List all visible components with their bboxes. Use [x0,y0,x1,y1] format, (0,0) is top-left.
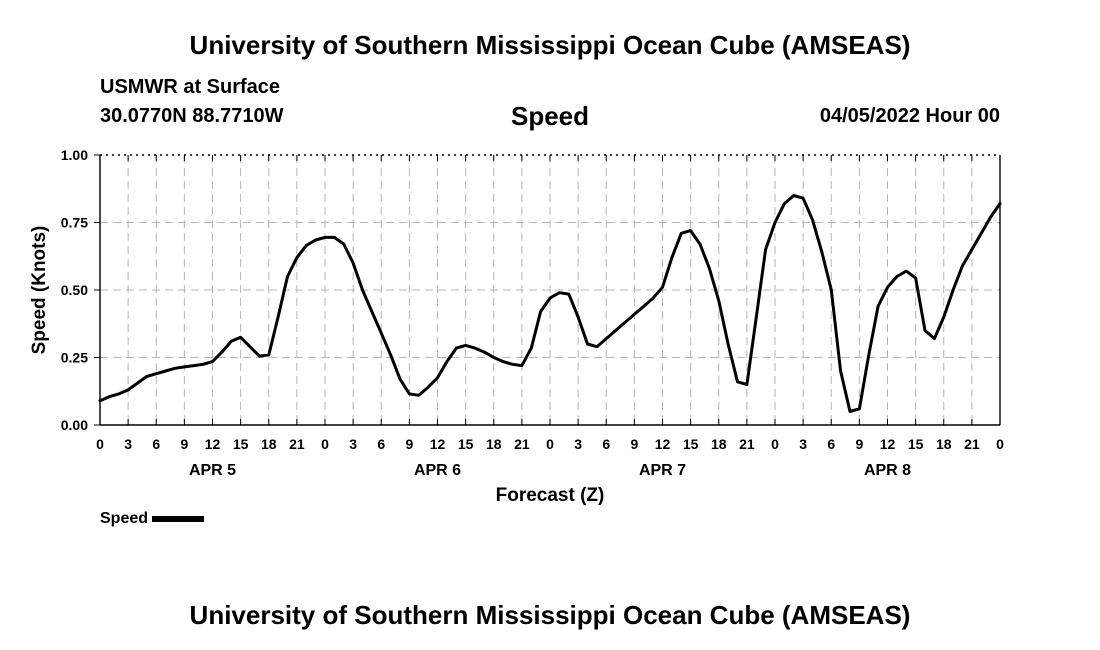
day-label: APR 6 [414,462,461,479]
x-tick-label: 15 [458,436,474,452]
y-tick-label: 0.50 [61,282,88,298]
x-tick-label: 12 [880,436,896,452]
x-tick-label: 21 [739,436,755,452]
x-tick-label: 3 [799,436,807,452]
legend: Speed [100,510,205,528]
legend-swatch [152,516,205,522]
x-tick-label: 12 [430,436,446,452]
x-tick-label: 9 [180,436,188,452]
x-tick-label: 0 [996,436,1004,452]
coordinates-label: 30.0770N 88.7710W [100,105,284,127]
x-tick-label: 15 [233,436,249,452]
x-tick-label: 6 [827,436,835,452]
x-tick-label: 15 [683,436,699,452]
forecast-date-label: 04/05/2022 Hour 00 [819,105,1000,127]
x-tick-label: 12 [205,436,221,452]
x-tick-label: 6 [602,436,610,452]
day-label: APR 8 [864,462,911,479]
x-tick-label: 21 [964,436,980,452]
x-tick-label: 18 [936,436,952,452]
x-tick-label: 18 [486,436,502,452]
x-tick-label: 3 [574,436,582,452]
legend-label: Speed [100,510,149,527]
x-tick-label: 18 [711,436,727,452]
day-label: APR 5 [189,462,236,479]
x-tick-label: 0 [321,436,329,452]
y-tick-label: 0.25 [61,350,88,366]
station-label: USMWR at Surface [100,76,281,98]
series-layer [98,194,1002,413]
x-tick-label: 15 [908,436,924,452]
x-tick-label: 0 [96,436,104,452]
x-tick-label: 21 [289,436,305,452]
x-tick-label: 9 [405,436,413,452]
x-tick-label: 6 [152,436,160,452]
x-tick-label: 18 [261,436,277,452]
x-axis-label: Forecast (Z) [496,485,605,506]
footer-title: University of Southern Mississippi Ocean… [189,600,911,630]
day-label: APR 7 [639,462,686,479]
x-tick-label: 6 [377,436,385,452]
grid-layer [100,155,1000,425]
x-tick-label: 0 [771,436,779,452]
axes-layer [94,154,1001,426]
chart-title: Speed [510,101,590,131]
labels-layer: 0 3 6 9 12 15 18 21 0 3 6 9 12 15 18 21 0 3 6 9 12 15 18 21 0 3 6 9… [29,147,1004,506]
y-tick-label: 0.75 [61,215,88,231]
x-tick-label: 0 [546,436,554,452]
y-axis-label: Speed (Knots) [29,226,50,355]
y-tick-label: 1.00 [61,147,88,163]
x-tick-label: 9 [630,436,638,452]
x-tick-label: 12 [655,436,671,452]
x-tick-label: 21 [514,436,530,452]
main-title: University of Southern Mississippi Ocean… [189,30,911,60]
speed-series-line [98,194,1002,413]
x-tick-label: 3 [349,436,357,452]
y-tick-label: 0.00 [61,417,88,433]
x-tick-label: 3 [124,436,132,452]
x-tick-label: 9 [855,436,863,452]
